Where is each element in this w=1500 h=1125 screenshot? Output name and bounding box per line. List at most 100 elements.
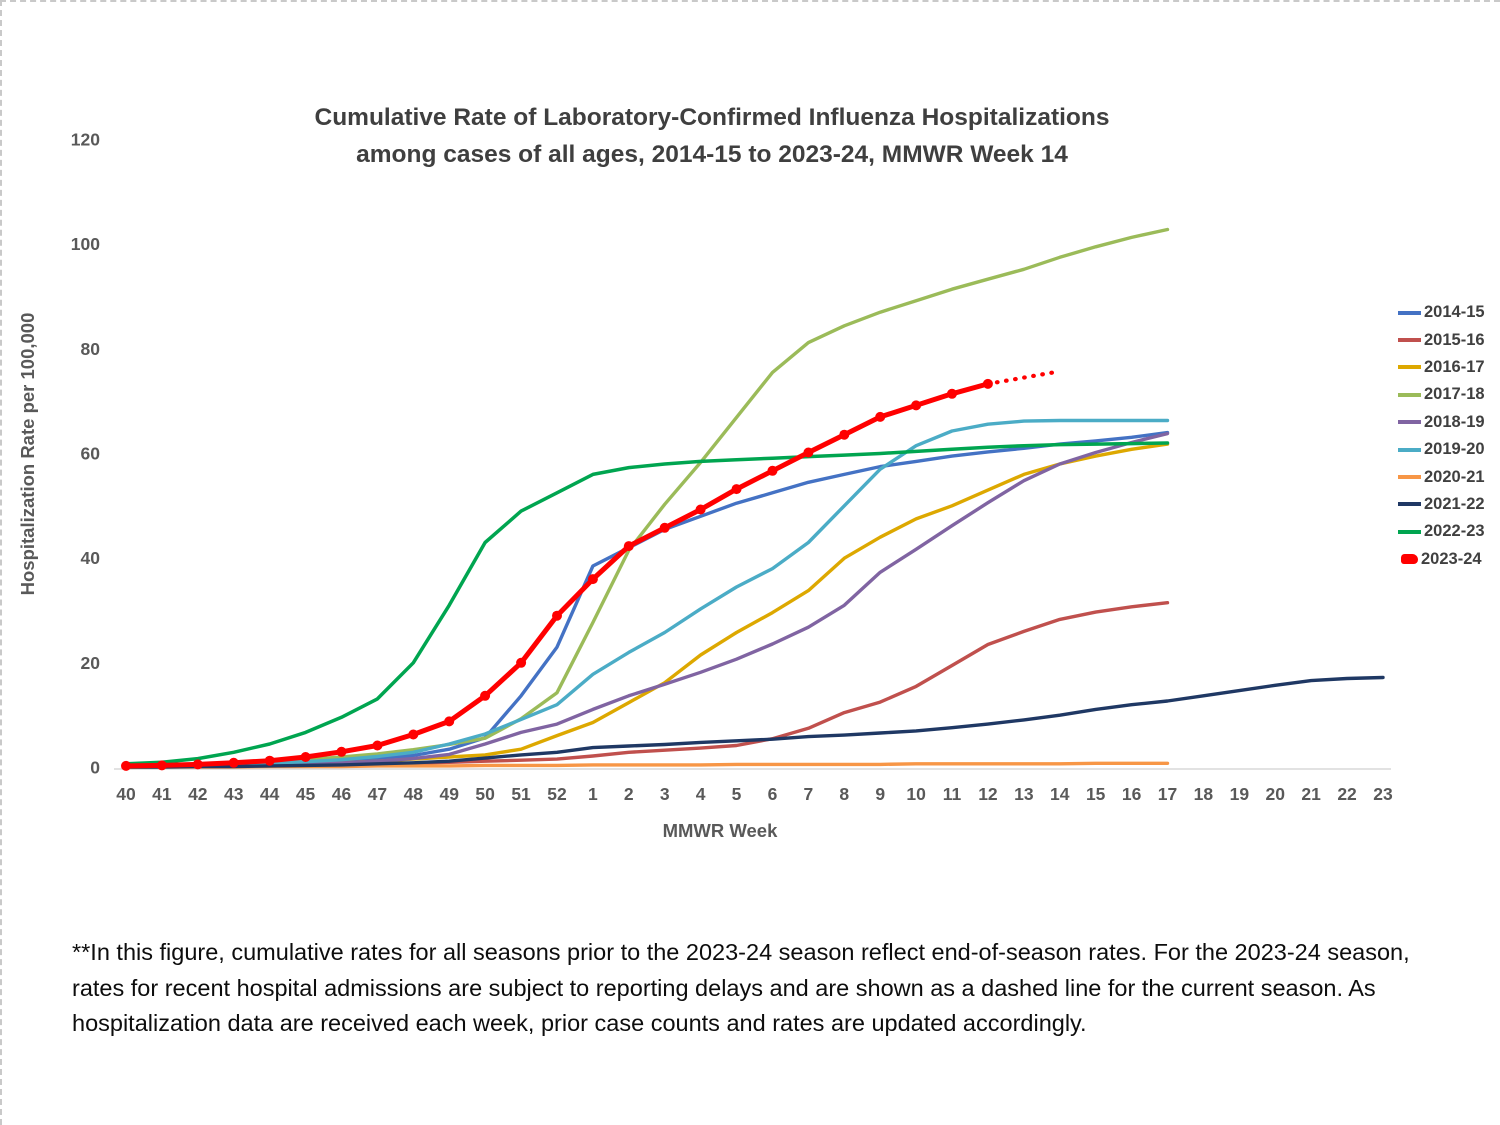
y-axis-tick-100: 100	[71, 234, 100, 254]
x-axis-tick-week-14: 14	[1050, 784, 1070, 804]
marker-2023-24-week-8	[839, 429, 850, 440]
y-axis-tick-0: 0	[90, 758, 100, 778]
marker-2023-24-week-40	[121, 760, 131, 771]
legend-label-2016-17: 2016-17	[1424, 357, 1485, 376]
x-axis-tick-week-18: 18	[1194, 784, 1214, 804]
marker-2023-24-week-46	[336, 746, 347, 757]
legend-swatch-2019-20	[1398, 447, 1421, 452]
x-axis-tick-week-8: 8	[839, 784, 849, 804]
marker-2023-24-week-49	[444, 716, 455, 727]
marker-2023-24-week-2	[623, 541, 634, 552]
legend-swatch-2015-16	[1398, 338, 1421, 343]
legend-item-2022-23: 2022-23	[1398, 518, 1485, 545]
y-axis-tick-20: 20	[81, 653, 101, 673]
legend-swatch-2018-19	[1398, 420, 1421, 425]
legend-label-2014-15: 2014-15	[1424, 303, 1485, 322]
series-line-2018-19	[124, 431, 1170, 769]
legend-item-2019-20: 2019-20	[1398, 436, 1485, 463]
series-dashed-2023-24	[985, 369, 1062, 386]
legend-label-2015-16: 2015-16	[1424, 330, 1485, 349]
y-axis-title: Hospitalization Rate per 100,000	[17, 312, 38, 596]
x-axis-title: MMWR Week	[662, 820, 778, 841]
x-axis-tick-week-5: 5	[732, 784, 742, 804]
legend-swatch-2017-18	[1398, 392, 1421, 397]
x-axis-tick-week-17: 17	[1158, 784, 1177, 804]
y-axis-tick-80: 80	[81, 339, 101, 359]
x-axis-tick-week-1: 1	[588, 784, 598, 804]
x-axis-tick-week-49: 49	[439, 784, 459, 804]
x-axis-tick-week-4: 4	[696, 784, 706, 804]
x-axis-tick-week-40: 40	[116, 784, 136, 804]
series-line-2015-16	[124, 601, 1170, 769]
marker-2023-24-week-11	[947, 388, 957, 399]
y-axis-tick-40: 40	[81, 548, 101, 568]
legend-item-2018-19: 2018-19	[1398, 409, 1485, 436]
x-axis-tick-week-23: 23	[1373, 784, 1393, 804]
marker-2023-24-week-44	[264, 755, 275, 766]
legend-swatch-2023-24	[1401, 554, 1418, 565]
marker-2023-24-week-5	[731, 484, 742, 495]
x-axis-tick-week-42: 42	[188, 784, 208, 804]
x-axis-tick-week-50: 50	[475, 784, 495, 804]
marker-2023-24-week-41	[156, 760, 167, 771]
footnote-text: **In this figure, cumulative rates for a…	[72, 939, 1410, 1036]
x-axis-tick-week-12: 12	[978, 784, 998, 804]
legend-label-2020-21: 2020-21	[1424, 467, 1485, 486]
series-line-2017-18	[124, 227, 1170, 768]
x-axis-tick-week-3: 3	[660, 784, 670, 804]
series-line-2016-17	[124, 442, 1170, 769]
x-axis-tick-week-2: 2	[624, 784, 634, 804]
x-axis-tick-week-9: 9	[875, 784, 885, 804]
legend-item-2023-24: 2023-24	[1398, 546, 1485, 573]
x-axis-tick-week-10: 10	[906, 784, 926, 804]
legend-swatch-2021-22	[1398, 502, 1421, 507]
legend-item-2015-16: 2015-16	[1398, 326, 1485, 353]
marker-2023-24-week-51	[516, 657, 527, 668]
legend-label-2022-23: 2022-23	[1424, 522, 1485, 541]
x-axis-tick-week-13: 13	[1014, 784, 1034, 804]
legend-item-2020-21: 2020-21	[1398, 463, 1485, 490]
series-line-2019-20	[124, 418, 1170, 769]
legend-label-2021-22: 2021-22	[1424, 494, 1485, 513]
legend-label-2018-19: 2018-19	[1424, 412, 1485, 431]
legend-item-2016-17: 2016-17	[1398, 354, 1485, 381]
series-line-2014-15	[124, 430, 1170, 769]
x-axis-tick-week-15: 15	[1086, 784, 1106, 804]
x-axis-tick-week-21: 21	[1301, 784, 1321, 804]
legend-label-2017-18: 2017-18	[1424, 385, 1485, 404]
x-axis-tick-week-46: 46	[332, 784, 352, 804]
chart-title-line2: among cases of all ages, 2014-15 to 2023…	[356, 140, 1068, 168]
legend-swatch-2016-17	[1398, 365, 1421, 370]
x-axis-tick-week-44: 44	[260, 784, 280, 804]
legend-swatch-2014-15	[1398, 310, 1421, 315]
x-axis-tick-week-16: 16	[1122, 784, 1142, 804]
chart-title-line1: Cumulative Rate of Laboratory-Confirmed …	[314, 104, 1110, 131]
x-axis-tick-week-6: 6	[768, 784, 778, 804]
x-axis-tick-week-48: 48	[404, 784, 424, 804]
marker-2023-24-week-7	[803, 447, 814, 458]
marker-2023-24-week-6	[767, 465, 778, 476]
x-axis-tick-week-41: 41	[152, 784, 172, 804]
marker-2023-24-week-52	[552, 610, 562, 621]
marker-2023-24-week-1	[587, 574, 598, 585]
chart-legend: 2014-15 2015-16 2016-17 2017-18 2018-19 2019-…	[1398, 299, 1485, 573]
x-axis-tick-week-52: 52	[547, 784, 567, 804]
x-axis-tick-week-20: 20	[1266, 784, 1286, 804]
legend-label-2023-24: 2023-24	[1421, 549, 1482, 568]
marker-2023-24-week-47	[372, 740, 383, 751]
marker-2023-24-week-48	[408, 729, 419, 740]
x-axis-tick-week-22: 22	[1337, 784, 1357, 804]
x-axis-tick-week-7: 7	[803, 784, 813, 804]
x-axis-tick-week-43: 43	[224, 784, 244, 804]
legend-label-2019-20: 2019-20	[1424, 440, 1485, 459]
x-axis-tick-week-45: 45	[296, 784, 316, 804]
x-axis-tick-week-19: 19	[1230, 784, 1250, 804]
legend-swatch-2022-23	[1398, 529, 1421, 534]
x-axis-tick-week-11: 11	[943, 784, 962, 804]
x-axis-tick-week-47: 47	[368, 784, 387, 804]
marker-2023-24-week-12	[982, 378, 993, 389]
marker-2023-24-week-4	[695, 504, 706, 515]
y-axis-tick-60: 60	[81, 444, 101, 464]
